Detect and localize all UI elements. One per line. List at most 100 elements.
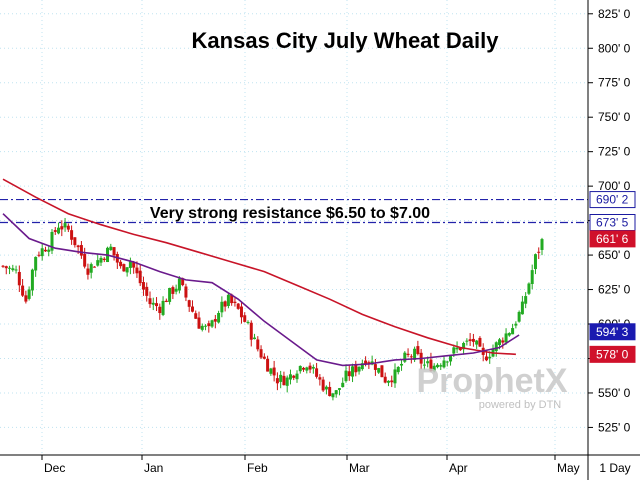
candle-body: [357, 366, 361, 372]
candle-body: [360, 363, 364, 370]
candle-body: [184, 286, 188, 298]
candle-body: [73, 237, 77, 246]
candle-body: [475, 340, 479, 345]
candle-body: [262, 356, 266, 359]
candle-body: [79, 245, 83, 256]
candle-body: [60, 226, 64, 230]
candle-body: [445, 361, 449, 363]
candle-body: [4, 266, 8, 269]
candle-body: [57, 227, 61, 234]
candle-body: [99, 257, 103, 263]
candle-body: [233, 301, 237, 303]
candle-body: [354, 364, 358, 373]
candle-body: [102, 258, 106, 261]
price-tag-label: 594' 3: [596, 325, 629, 339]
candle-body: [288, 374, 292, 380]
candle-body: [337, 388, 341, 390]
candle-body: [468, 339, 472, 342]
candle-body: [266, 358, 270, 372]
candle-body: [537, 251, 541, 253]
candle-body: [37, 254, 41, 256]
candle-body: [174, 288, 178, 292]
chart-title: Kansas City July Wheat Daily: [192, 28, 500, 53]
candle-body: [406, 353, 410, 355]
candle-body: [24, 295, 28, 302]
price-tag: [589, 230, 636, 248]
candle-body: [92, 266, 96, 268]
x-tick-label: May: [557, 461, 580, 475]
candle-body: [40, 248, 44, 257]
candle-body: [168, 287, 172, 302]
price-tag-label: 578' 0: [596, 347, 629, 361]
candle-body: [533, 254, 537, 270]
candle-body: [190, 306, 194, 312]
candle-body: [86, 268, 90, 275]
candle-body: [400, 363, 404, 366]
candle-body: [171, 287, 175, 294]
candle-body: [501, 340, 505, 343]
candle-body: [239, 306, 243, 318]
candle-body: [272, 367, 276, 376]
candle-body: [158, 306, 162, 314]
candle-body: [243, 315, 247, 322]
candle-body: [135, 267, 139, 274]
candle-body: [194, 313, 198, 319]
candle-body: [308, 365, 312, 370]
resistance-annotation: Very strong resistance $6.50 to $7.00: [150, 205, 430, 222]
candle-body: [177, 278, 181, 291]
price-tag: [589, 345, 636, 363]
candle-body: [367, 362, 371, 365]
candle-body: [122, 264, 126, 272]
candle-body: [498, 339, 502, 346]
candle-body: [504, 333, 508, 343]
candle-body: [465, 340, 469, 342]
x-tick-label: Feb: [247, 461, 268, 475]
price-tags: 690' 2 673' 5 661' 6 594' 3 578' 0: [589, 191, 636, 363]
candle-body: [403, 352, 407, 362]
candle-body: [484, 356, 488, 361]
candle-body: [298, 365, 302, 372]
x-tick-label: Jan: [144, 461, 163, 475]
candle-body: [66, 225, 70, 230]
candle-body: [380, 365, 384, 378]
y-tick-label: 650' 0: [598, 248, 631, 262]
candle-body: [269, 368, 273, 374]
candle-body: [351, 366, 355, 377]
x-tick-label: Apr: [449, 461, 468, 475]
candle-body: [119, 261, 123, 267]
price-tag-label: 690' 2: [596, 193, 629, 207]
candle-body: [429, 359, 433, 372]
candle-body: [207, 323, 211, 327]
watermark-brand: ProphetX: [416, 362, 567, 400]
candle-body: [181, 278, 185, 286]
price-tag: [589, 191, 636, 209]
candle-body: [223, 301, 227, 307]
candle-body: [63, 223, 67, 228]
candle-body: [373, 364, 377, 370]
candle-body: [295, 373, 299, 380]
candle-body: [530, 270, 534, 285]
candle-body: [210, 320, 214, 327]
candle-body: [256, 339, 260, 350]
candle-body: [246, 321, 250, 323]
candle-body: [347, 371, 351, 377]
candle-body: [1, 265, 5, 267]
candle-body: [50, 231, 54, 251]
candle-body: [328, 386, 332, 397]
watermark: ProphetX powered by DTN: [416, 362, 567, 411]
moving-average-line: [2, 178, 516, 356]
candle-body: [21, 285, 25, 296]
candles-series: [1, 217, 544, 401]
candle-body: [324, 386, 328, 390]
candle-body: [148, 298, 152, 305]
candle-body: [285, 377, 289, 386]
candle-body: [89, 264, 93, 273]
candle-body: [488, 356, 492, 359]
candle-body: [230, 294, 234, 304]
candle-body: [435, 364, 439, 368]
candle-body: [197, 317, 201, 329]
candle-body: [151, 302, 155, 305]
candle-body: [507, 333, 511, 336]
candle-body: [422, 364, 426, 366]
